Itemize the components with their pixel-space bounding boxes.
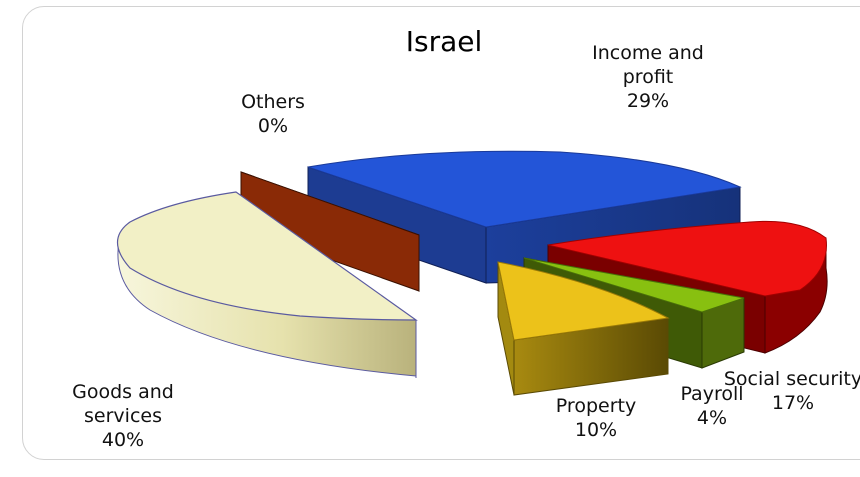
- label-payroll-pct: 4%: [697, 407, 727, 429]
- label-goods-pct: 40%: [102, 429, 144, 451]
- label-payroll-name: Payroll: [680, 383, 743, 405]
- label-others: Others 0%: [241, 91, 305, 137]
- label-property-name: Property: [556, 395, 636, 417]
- label-others-pct: 0%: [258, 115, 288, 137]
- label-goods-line2: services: [84, 405, 162, 427]
- label-income-pct: 29%: [627, 90, 669, 112]
- label-social-name: Social security: [724, 368, 860, 390]
- label-income-line2: profit: [623, 66, 674, 88]
- chart-title: Israel: [406, 25, 483, 58]
- label-social-security: Social security 17%: [724, 368, 860, 414]
- label-property: Property 10%: [556, 395, 636, 441]
- label-social-pct: 17%: [772, 392, 814, 414]
- label-income-and-profit: Income and profit 29%: [592, 42, 704, 112]
- label-property-pct: 10%: [575, 419, 617, 441]
- label-others-name: Others: [241, 91, 305, 113]
- slice-property: [497, 261, 670, 396]
- label-goods-line1: Goods and: [72, 381, 174, 403]
- label-payroll: Payroll 4%: [680, 383, 743, 429]
- label-income-line1: Income and: [592, 42, 704, 64]
- slice-goods-and-services: [116, 191, 418, 378]
- label-goods-and-services: Goods and services 40%: [72, 381, 174, 451]
